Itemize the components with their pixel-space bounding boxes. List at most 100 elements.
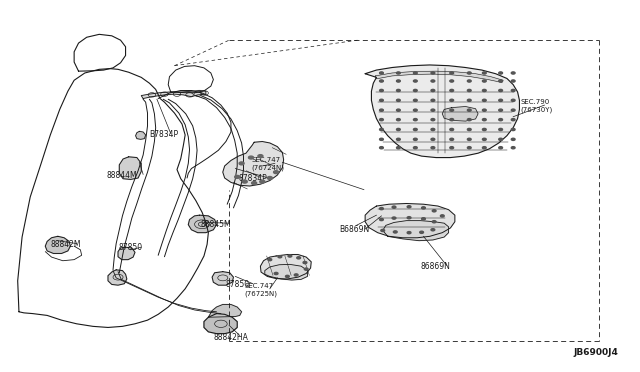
Polygon shape [260,254,311,279]
Circle shape [511,119,515,121]
Circle shape [392,206,396,208]
Circle shape [422,207,426,209]
Text: 88844M: 88844M [107,171,138,180]
Polygon shape [188,215,216,232]
Polygon shape [204,314,237,334]
Polygon shape [365,203,455,238]
Circle shape [380,72,383,74]
Circle shape [450,72,454,74]
Circle shape [248,156,253,159]
Polygon shape [119,157,141,179]
Circle shape [431,99,435,102]
Circle shape [380,128,383,131]
Circle shape [235,176,240,178]
Circle shape [432,221,436,223]
Circle shape [467,138,471,141]
Circle shape [511,109,515,111]
Circle shape [397,99,400,102]
Circle shape [431,147,435,149]
Circle shape [450,109,454,111]
Circle shape [511,99,515,102]
Polygon shape [265,264,307,280]
Text: B6869N: B6869N [339,225,369,234]
Text: 86869N: 86869N [420,262,450,271]
Circle shape [413,99,417,102]
Text: JB6900J4: JB6900J4 [573,348,618,357]
Circle shape [467,109,471,111]
Circle shape [380,119,383,121]
Circle shape [397,80,400,82]
Circle shape [450,128,454,131]
Circle shape [297,257,301,259]
Polygon shape [375,71,503,83]
Circle shape [407,206,411,208]
Circle shape [278,256,282,258]
Polygon shape [365,65,520,158]
Circle shape [242,180,247,183]
Circle shape [407,217,411,219]
Circle shape [467,89,471,92]
Circle shape [294,274,298,276]
Circle shape [511,147,515,149]
Circle shape [413,72,417,74]
Circle shape [413,80,417,82]
Circle shape [252,182,257,185]
Circle shape [431,80,435,82]
Circle shape [511,128,515,131]
Circle shape [413,128,417,131]
Circle shape [303,262,307,264]
Circle shape [381,230,385,231]
Circle shape [397,147,400,149]
Text: SEC.747
(76724N): SEC.747 (76724N) [251,157,284,171]
Circle shape [431,119,435,121]
Circle shape [380,80,383,82]
Circle shape [483,89,486,92]
Polygon shape [223,141,284,186]
Circle shape [431,128,435,131]
Circle shape [268,259,272,261]
Circle shape [511,72,515,74]
Circle shape [268,177,273,179]
Circle shape [499,128,502,131]
Circle shape [397,128,400,131]
Circle shape [431,109,435,111]
Circle shape [499,99,502,102]
Circle shape [467,72,471,74]
Circle shape [499,80,502,82]
Circle shape [450,99,454,102]
Polygon shape [442,106,478,121]
Circle shape [431,229,435,231]
Circle shape [511,80,515,82]
Circle shape [467,80,471,82]
Circle shape [431,138,435,141]
Circle shape [431,72,435,74]
Circle shape [432,210,436,212]
Circle shape [511,138,515,141]
Text: SEC.790
(76730Y): SEC.790 (76730Y) [521,99,553,113]
Circle shape [380,138,383,141]
Circle shape [380,109,383,111]
Circle shape [483,119,486,121]
Circle shape [397,138,400,141]
Circle shape [413,119,417,121]
Circle shape [413,109,417,111]
Circle shape [392,217,396,219]
Text: 87850: 87850 [118,244,142,253]
Polygon shape [141,90,206,99]
Circle shape [380,99,383,102]
Circle shape [397,72,400,74]
Text: SEC.747
(76725N): SEC.747 (76725N) [244,283,278,296]
Circle shape [305,268,308,270]
Circle shape [440,215,444,217]
Circle shape [499,89,502,92]
Circle shape [273,171,278,174]
Circle shape [467,128,471,131]
Circle shape [483,147,486,149]
Circle shape [380,89,383,92]
Text: 87834P: 87834P [239,174,268,183]
Circle shape [511,89,515,92]
Circle shape [450,147,454,149]
Circle shape [483,80,486,82]
Circle shape [422,218,426,220]
Circle shape [467,99,471,102]
